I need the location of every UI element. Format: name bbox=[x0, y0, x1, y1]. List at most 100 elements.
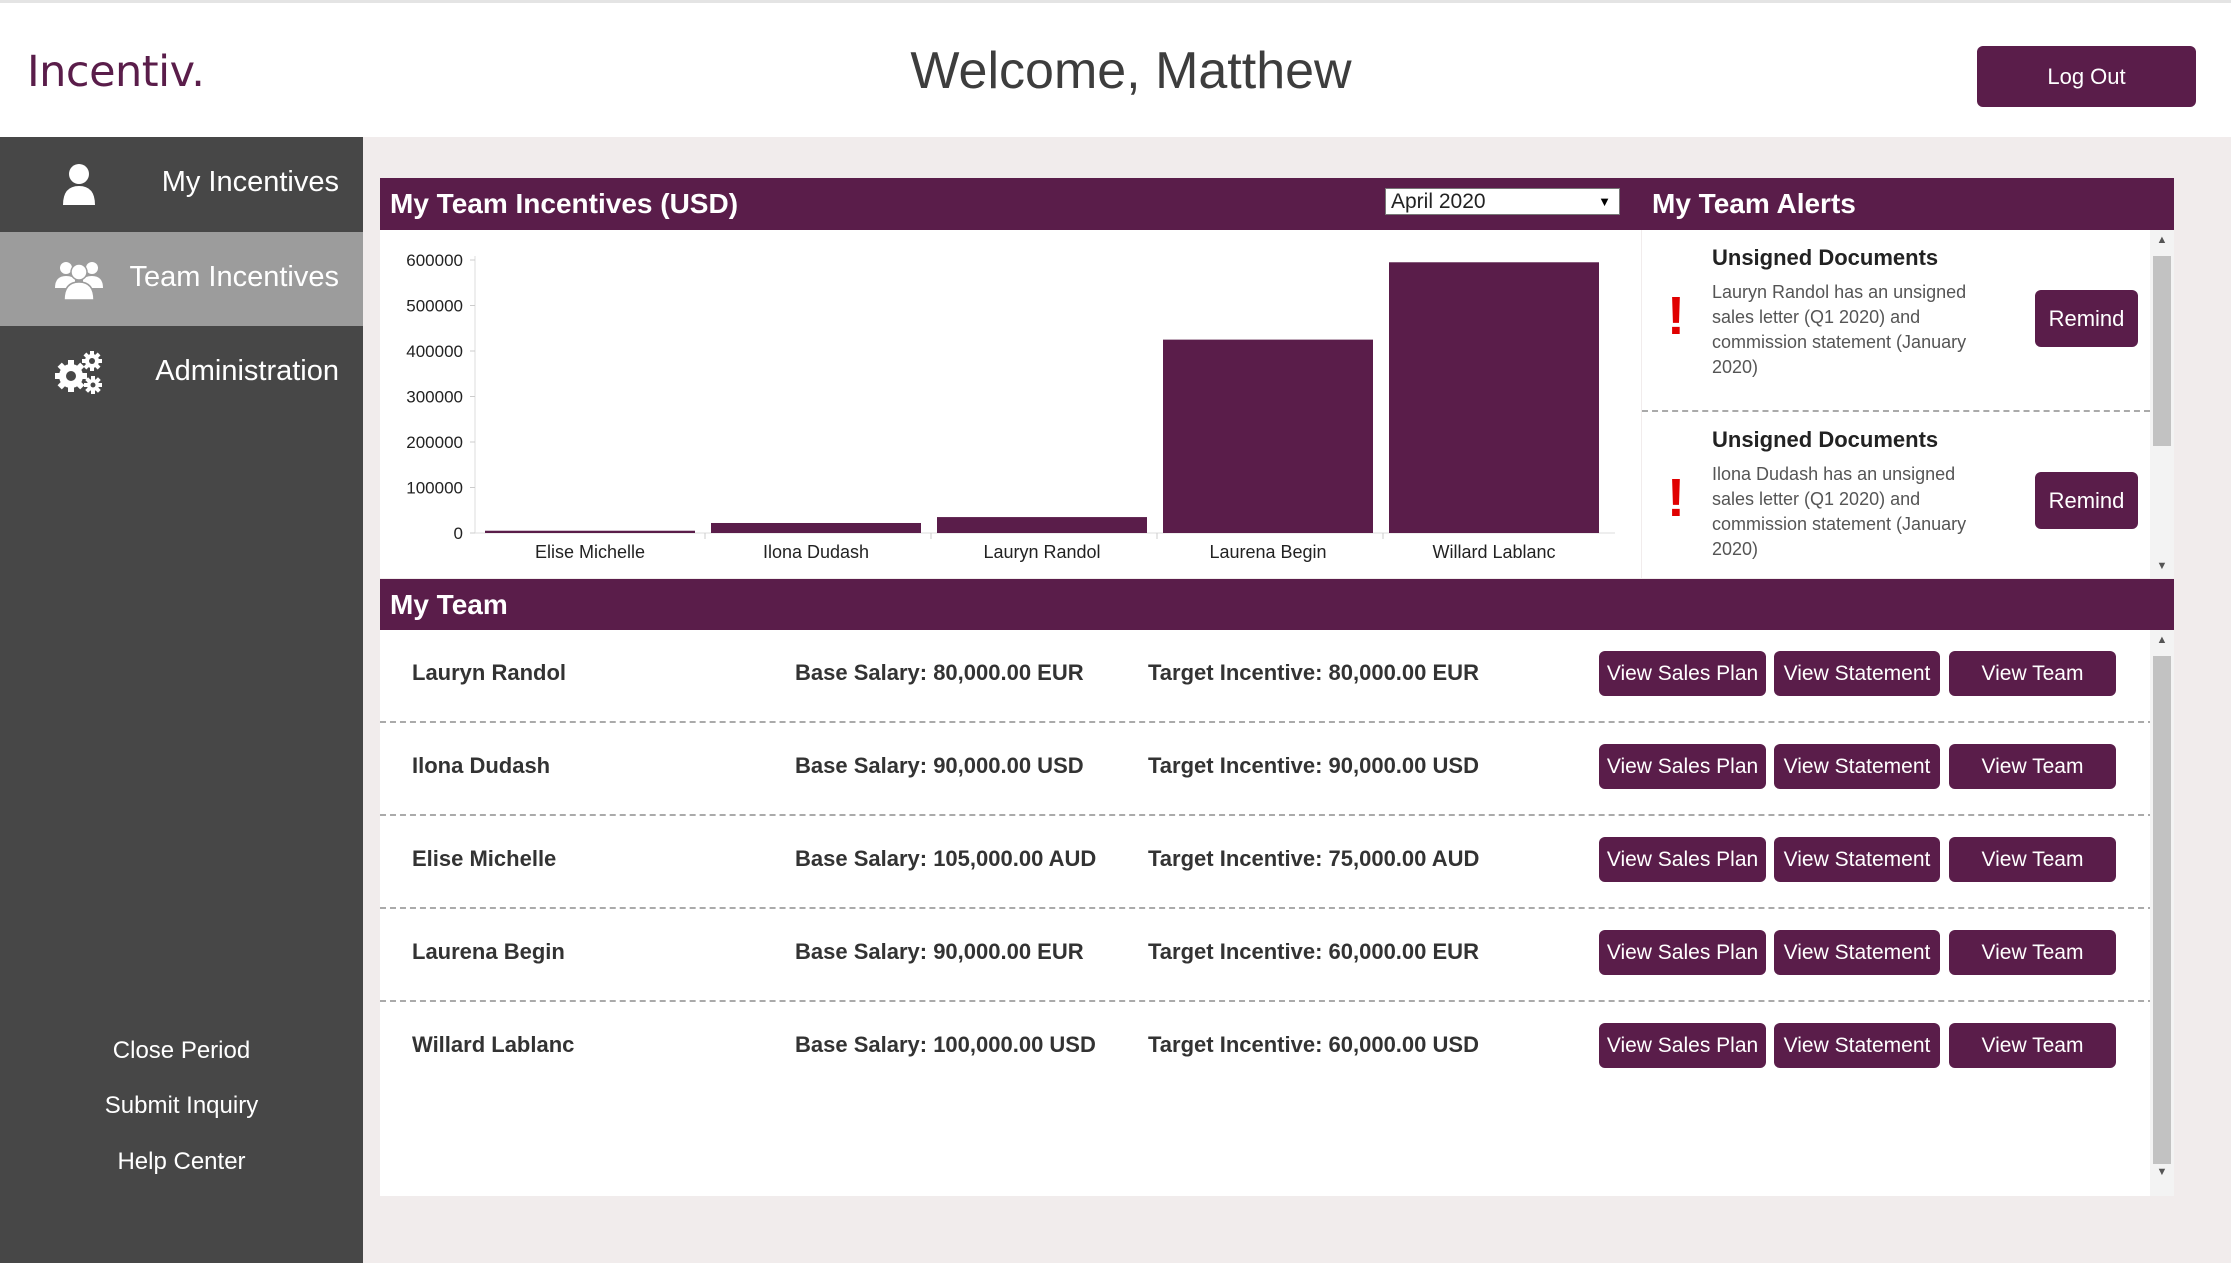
view-statement-button[interactable]: View Statement bbox=[1774, 744, 1940, 789]
users-icon bbox=[55, 262, 103, 301]
base-salary: Base Salary: 90,000.00 EUR bbox=[795, 939, 1084, 964]
bar-chart: 0 100000 200000 300000 400000 500000 600000 Eli… bbox=[406, 251, 1615, 562]
incentives-panel-title: My Team Incentives (USD) bbox=[390, 188, 739, 219]
x-tick-label: Ilona Dudash bbox=[763, 542, 869, 562]
team-panel-header: My Team bbox=[380, 579, 2174, 631]
view-sales-plan-button[interactable]: View Sales Plan bbox=[1599, 744, 1766, 789]
incentives-panel-header: My Team Incentives (USD) bbox=[380, 178, 1642, 230]
alert-item: ! Unsigned Documents Ilona Dudash has an… bbox=[1642, 412, 2150, 578]
sidebar-item-administration[interactable]: Administration bbox=[0, 326, 363, 420]
base-salary: Base Salary: 100,000.00 USD bbox=[795, 1032, 1096, 1057]
sidebar-item-label: My Incentives bbox=[161, 166, 339, 198]
view-sales-plan-button[interactable]: View Sales Plan bbox=[1599, 1023, 1766, 1068]
view-statement-button[interactable]: View Statement bbox=[1774, 930, 1940, 975]
view-sales-plan-button[interactable]: View Sales Plan bbox=[1599, 837, 1766, 882]
submit-inquiry-link[interactable]: Submit Inquiry bbox=[104, 1092, 259, 1119]
view-sales-plan-button[interactable]: View Sales Plan bbox=[1599, 930, 1766, 975]
warning-icon: ! bbox=[1667, 286, 1685, 346]
alerts-list: ! Unsigned Documents Lauryn Randol has a… bbox=[1642, 230, 2174, 578]
gears-icon bbox=[55, 351, 102, 394]
y-tick-label: 200000 bbox=[406, 433, 463, 452]
user-icon bbox=[63, 164, 95, 205]
alert-text: Ilona Dudash has an unsigned sales lette… bbox=[1712, 464, 1967, 559]
y-tick-label: 300000 bbox=[406, 388, 463, 407]
target-incentive: Target Incentive: 80,000.00 EUR bbox=[1148, 660, 1479, 685]
y-tick-label: 100000 bbox=[406, 479, 463, 498]
table-row: Ilona Dudash Base Salary: 90,000.00 USD … bbox=[380, 723, 2174, 816]
scrollbar-thumb[interactable] bbox=[2153, 656, 2171, 1164]
target-incentive: Target Incentive: 60,000.00 EUR bbox=[1148, 939, 1479, 964]
y-tick-label: 0 bbox=[454, 524, 463, 543]
alerts-panel-title: My Team Alerts bbox=[1652, 188, 1856, 219]
help-center-link[interactable]: Help Center bbox=[117, 1148, 246, 1175]
base-salary: Base Salary: 80,000.00 EUR bbox=[795, 660, 1084, 685]
view-statement-button[interactable]: View Statement bbox=[1774, 837, 1940, 882]
close-period-link[interactable]: Close Period bbox=[112, 1037, 251, 1064]
table-row: Elise Michelle Base Salary: 105,000.00 A… bbox=[380, 816, 2174, 909]
scroll-down-icon[interactable]: ▼ bbox=[2156, 560, 2168, 572]
app-logo[interactable]: Incentiv. bbox=[27, 47, 205, 97]
view-team-button[interactable]: View Team bbox=[1949, 1023, 2116, 1068]
chevron-down-icon: ▼ bbox=[1598, 194, 1611, 209]
view-statement-button[interactable]: View Statement bbox=[1774, 1023, 1940, 1068]
member-name: Elise Michelle bbox=[412, 846, 557, 871]
remind-button[interactable]: Remind bbox=[2035, 472, 2138, 529]
x-tick-label: Elise Michelle bbox=[535, 542, 645, 562]
month-select-value: April 2020 bbox=[1391, 190, 1486, 213]
incentives-chart: 0 100000 200000 300000 400000 500000 600000 Eli… bbox=[380, 230, 1641, 578]
sidebar-item-label: Team Incentives bbox=[129, 261, 339, 293]
sidebar-item-team-incentives[interactable]: Team Incentives bbox=[0, 232, 363, 326]
table-row: Willard Lablanc Base Salary: 100,000.00 … bbox=[380, 1002, 2174, 1095]
remind-button[interactable]: Remind bbox=[2035, 290, 2138, 347]
sidebar-item-label: Administration bbox=[155, 355, 339, 387]
table-row: Lauryn Randol Base Salary: 80,000.00 EUR… bbox=[380, 630, 2174, 723]
sidebar-item-my-incentives[interactable]: My Incentives bbox=[0, 137, 363, 231]
bar[interactable] bbox=[937, 517, 1147, 533]
warning-icon: ! bbox=[1667, 468, 1685, 528]
bar[interactable] bbox=[1389, 262, 1599, 533]
bar[interactable] bbox=[485, 530, 695, 533]
x-tick-label: Willard Lablanc bbox=[1432, 542, 1555, 562]
table-row: Laurena Begin Base Salary: 90,000.00 EUR… bbox=[380, 909, 2174, 1002]
month-select[interactable]: April 2020 ▼ bbox=[1385, 188, 1620, 215]
scroll-down-icon[interactable]: ▼ bbox=[2156, 1166, 2168, 1178]
y-tick-label: 500000 bbox=[406, 297, 463, 316]
view-team-button[interactable]: View Team bbox=[1949, 930, 2116, 975]
alert-title: Unsigned Documents bbox=[1712, 427, 1939, 452]
target-incentive: Target Incentive: 90,000.00 USD bbox=[1148, 753, 1479, 778]
member-name: Ilona Dudash bbox=[412, 753, 551, 778]
team-panel-title: My Team bbox=[390, 589, 508, 620]
view-statement-button[interactable]: View Statement bbox=[1774, 651, 1940, 696]
welcome-title: Welcome, Matthew bbox=[910, 42, 1352, 100]
base-salary: Base Salary: 105,000.00 AUD bbox=[795, 846, 1097, 871]
view-team-button[interactable]: View Team bbox=[1949, 744, 2116, 789]
alerts-panel-header: My Team Alerts bbox=[1642, 178, 2174, 230]
alerts-scrollbar[interactable]: ▲ ▼ bbox=[2150, 230, 2174, 578]
target-incentive: Target Incentive: 60,000.00 USD bbox=[1148, 1032, 1479, 1057]
x-tick-label: Lauryn Randol bbox=[983, 542, 1100, 562]
member-name: Lauryn Randol bbox=[412, 660, 567, 685]
scroll-up-icon[interactable]: ▲ bbox=[2156, 634, 2168, 646]
top-header: Incentiv. Welcome, Matthew Log Out bbox=[0, 0, 2231, 137]
team-scrollbar[interactable]: ▲ ▼ bbox=[2150, 630, 2174, 1196]
scrollbar-thumb[interactable] bbox=[2153, 256, 2171, 446]
view-sales-plan-button[interactable]: View Sales Plan bbox=[1599, 651, 1766, 696]
y-tick-label: 600000 bbox=[406, 251, 463, 270]
alert-text: Lauryn Randol has an unsigned sales lett… bbox=[1712, 282, 1967, 377]
alert-title: Unsigned Documents bbox=[1712, 245, 1939, 270]
member-name: Willard Lablanc bbox=[412, 1032, 575, 1057]
sidebar: My Incentives Team Incentives bbox=[0, 137, 363, 1263]
alert-item: ! Unsigned Documents Lauryn Randol has a… bbox=[1642, 230, 2150, 412]
bar[interactable] bbox=[711, 522, 921, 533]
scroll-up-icon[interactable]: ▲ bbox=[2156, 234, 2168, 246]
view-team-button[interactable]: View Team bbox=[1949, 651, 2116, 696]
base-salary: Base Salary: 90,000.00 USD bbox=[795, 753, 1084, 778]
x-tick-label: Laurena Begin bbox=[1209, 542, 1326, 562]
member-name: Laurena Begin bbox=[412, 939, 565, 964]
team-table: Lauryn Randol Base Salary: 80,000.00 EUR… bbox=[380, 630, 2174, 1196]
target-incentive: Target Incentive: 75,000.00 AUD bbox=[1148, 846, 1480, 871]
view-team-button[interactable]: View Team bbox=[1949, 837, 2116, 882]
logout-button[interactable]: Log Out bbox=[1977, 46, 2196, 107]
bar[interactable] bbox=[1163, 339, 1373, 533]
y-tick-label: 400000 bbox=[406, 342, 463, 361]
